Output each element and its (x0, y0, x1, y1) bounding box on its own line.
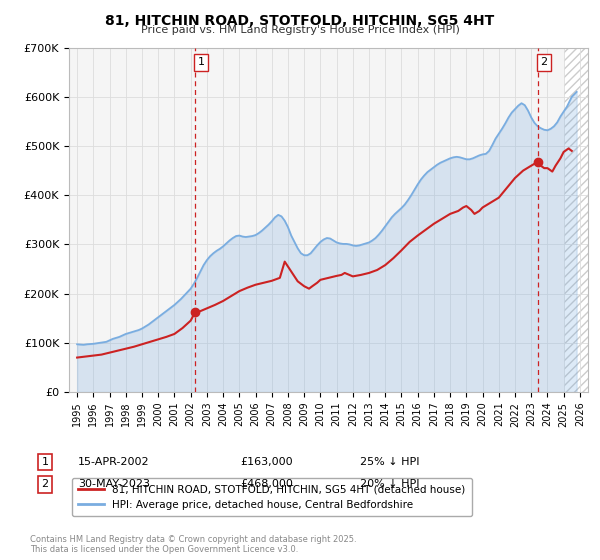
Text: 1: 1 (41, 457, 49, 467)
Text: Price paid vs. HM Land Registry's House Price Index (HPI): Price paid vs. HM Land Registry's House … (140, 25, 460, 35)
Text: 25% ↓ HPI: 25% ↓ HPI (360, 457, 419, 467)
Text: 2: 2 (41, 479, 49, 489)
Text: £163,000: £163,000 (240, 457, 293, 467)
Text: 81, HITCHIN ROAD, STOTFOLD, HITCHIN, SG5 4HT: 81, HITCHIN ROAD, STOTFOLD, HITCHIN, SG5… (106, 14, 494, 28)
Text: Contains HM Land Registry data © Crown copyright and database right 2025.
This d: Contains HM Land Registry data © Crown c… (30, 535, 356, 554)
Text: 1: 1 (198, 58, 205, 67)
Text: 30-MAY-2023: 30-MAY-2023 (78, 479, 150, 489)
Text: 2: 2 (541, 58, 547, 67)
Text: £468,000: £468,000 (240, 479, 293, 489)
Legend: 81, HITCHIN ROAD, STOTFOLD, HITCHIN, SG5 4HT (detached house), HPI: Average pric: 81, HITCHIN ROAD, STOTFOLD, HITCHIN, SG5… (71, 478, 472, 516)
Polygon shape (563, 48, 588, 392)
Text: 20% ↓ HPI: 20% ↓ HPI (360, 479, 419, 489)
Text: 15-APR-2002: 15-APR-2002 (78, 457, 149, 467)
